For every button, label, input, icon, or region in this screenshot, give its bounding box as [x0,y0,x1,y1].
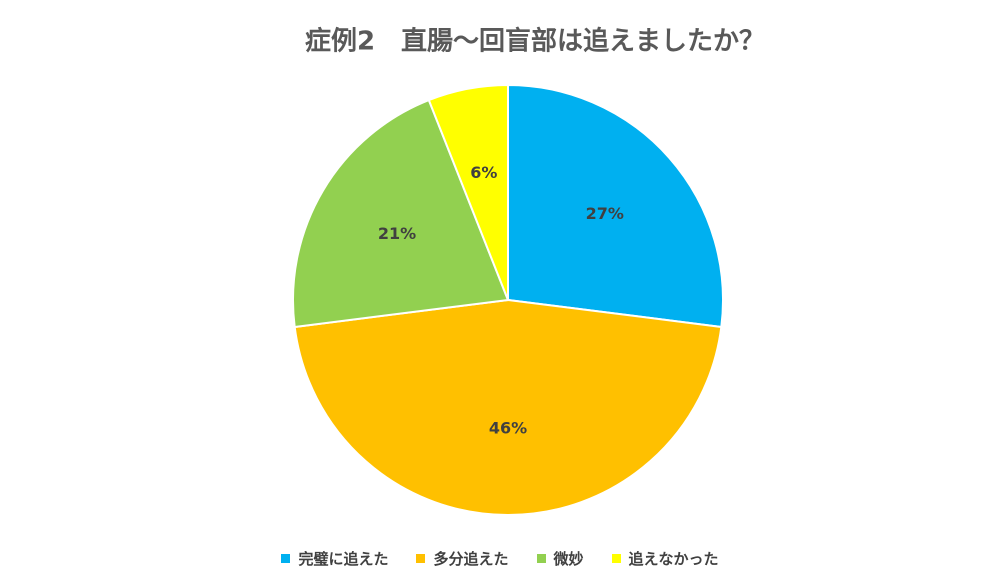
legend-item: 微妙 [536,548,584,569]
legend-swatch [536,554,546,563]
chart: 症例2 直腸〜回盲部は追えましたか？ 27% 46% 21% 6% [292,26,765,516]
legend: 完璧に追えた 多分追えた 微妙 追えなかった [0,548,1000,569]
legend-swatch [416,554,426,563]
legend-item: 追えなかった [611,548,719,569]
data-label: 27% [586,204,624,223]
legend-label: 追えなかった [628,550,719,568]
pie-slice [427,83,509,301]
chart-title: 症例2 直腸〜回盲部は追えましたか？ [305,26,765,57]
legend-swatch [281,554,291,563]
pie-slice [507,83,724,329]
legend-item: 完璧に追えた [281,548,388,569]
legend-label: 微妙 [553,550,584,568]
data-label: 46% [489,419,527,438]
pie-slice [293,298,723,516]
legend-swatch [611,554,621,563]
legend-label: 多分追えた [433,550,509,568]
legend-item: 多分追えた [416,548,509,569]
pie-slice [292,98,510,329]
data-label: 6% [470,163,497,182]
legend-label: 完璧に追えた [298,550,389,568]
data-label: 21% [378,224,416,243]
